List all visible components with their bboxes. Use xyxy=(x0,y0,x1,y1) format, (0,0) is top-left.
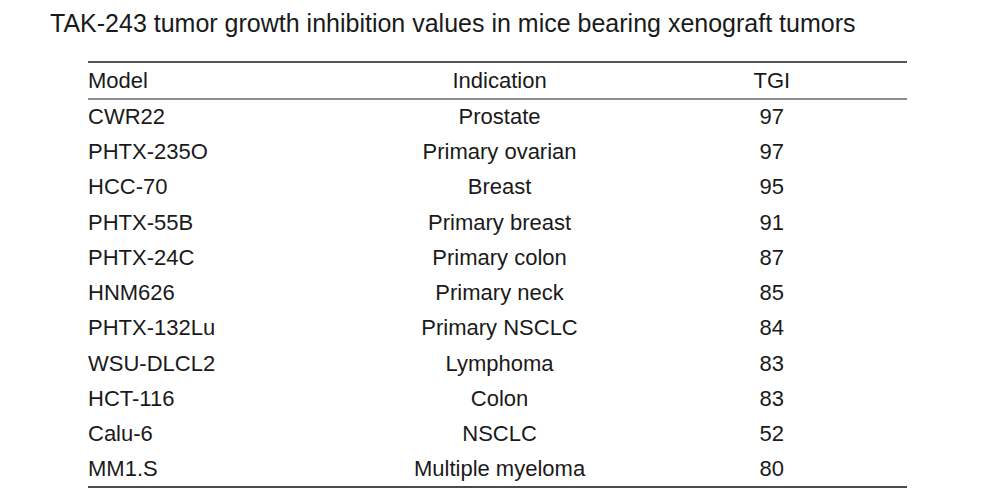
cell-model: PHTX-24C xyxy=(88,240,362,275)
cell-model: MM1.S xyxy=(88,452,362,487)
table-body: CWR22 Prostate 97 PHTX-235O Primary ovar… xyxy=(88,99,907,487)
cell-tgi: 91 xyxy=(637,205,907,240)
table-row: Calu-6 NSCLC 52 xyxy=(88,417,907,452)
cell-indication: Primary neck xyxy=(362,275,636,310)
cell-model: WSU-DLCL2 xyxy=(88,346,362,381)
tgi-table: Model Indication TGI CWR22 Prostate 97 P… xyxy=(88,61,907,488)
cell-tgi: 80 xyxy=(637,452,907,487)
table-row: PHTX-55B Primary breast 91 xyxy=(88,205,907,240)
cell-tgi: 83 xyxy=(637,346,907,381)
table-header-row: Model Indication TGI xyxy=(88,62,907,99)
cell-indication: NSCLC xyxy=(362,417,636,452)
table-row: CWR22 Prostate 97 xyxy=(88,99,907,134)
cell-model: HCC-70 xyxy=(88,170,362,205)
cell-indication: Multiple myeloma xyxy=(362,452,636,487)
cell-tgi: 97 xyxy=(637,134,907,169)
cell-indication: Primary NSCLC xyxy=(362,311,636,346)
cell-tgi: 85 xyxy=(637,275,907,310)
cell-indication: Lymphoma xyxy=(362,346,636,381)
cell-tgi: 95 xyxy=(637,170,907,205)
cell-model: PHTX-132Lu xyxy=(88,311,362,346)
column-header-tgi: TGI xyxy=(637,62,907,99)
table-row: HCT-116 Colon 83 xyxy=(88,381,907,416)
cell-indication: Breast xyxy=(362,170,636,205)
column-header-model: Model xyxy=(88,62,362,99)
cell-model: CWR22 xyxy=(88,99,362,134)
cell-tgi: 87 xyxy=(637,240,907,275)
cell-tgi: 52 xyxy=(637,417,907,452)
table-row: MM1.S Multiple myeloma 80 xyxy=(88,452,907,487)
cell-indication: Primary ovarian xyxy=(362,134,636,169)
cell-model: HCT-116 xyxy=(88,381,362,416)
table-row: PHTX-235O Primary ovarian 97 xyxy=(88,134,907,169)
table-row: PHTX-132Lu Primary NSCLC 84 xyxy=(88,311,907,346)
page-title: TAK-243 tumor growth inhibition values i… xyxy=(50,8,855,38)
cell-tgi: 84 xyxy=(637,311,907,346)
column-header-indication: Indication xyxy=(362,62,636,99)
cell-indication: Prostate xyxy=(362,99,636,134)
cell-tgi: 97 xyxy=(637,99,907,134)
table-row: HNM626 Primary neck 85 xyxy=(88,275,907,310)
cell-indication: Colon xyxy=(362,381,636,416)
cell-indication: Primary colon xyxy=(362,240,636,275)
cell-tgi: 83 xyxy=(637,381,907,416)
table-row: HCC-70 Breast 95 xyxy=(88,170,907,205)
cell-model: Calu-6 xyxy=(88,417,362,452)
cell-indication: Primary breast xyxy=(362,205,636,240)
cell-model: PHTX-55B xyxy=(88,205,362,240)
table-row: WSU-DLCL2 Lymphoma 83 xyxy=(88,346,907,381)
cell-model: HNM626 xyxy=(88,275,362,310)
table-row: PHTX-24C Primary colon 87 xyxy=(88,240,907,275)
tgi-table-container: Model Indication TGI CWR22 Prostate 97 P… xyxy=(88,61,907,488)
cell-model: PHTX-235O xyxy=(88,134,362,169)
table-header: Model Indication TGI xyxy=(88,62,907,99)
